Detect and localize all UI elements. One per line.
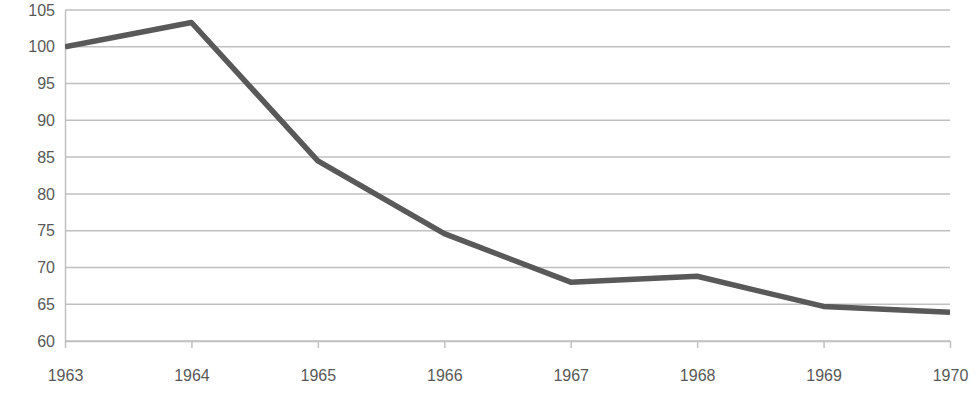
plot-area (65, 23, 950, 313)
y-tick-label: 105 (28, 2, 55, 19)
x-tick-mark (570, 341, 572, 348)
grid-line (65, 193, 950, 195)
x-tick: 1968 (680, 341, 716, 384)
x-tick-label: 1968 (680, 367, 716, 384)
y-tick-label: 85 (37, 149, 55, 166)
x-tick: 1970 (933, 341, 969, 384)
grid-line (65, 230, 950, 232)
x-tick-label: 1967 (553, 367, 589, 384)
x-axis-line (66, 341, 951, 343)
x-tick: 1964 (174, 341, 210, 384)
grid-line (65, 340, 950, 342)
y-tick: 70 (37, 259, 65, 276)
y-tick: 60 (37, 333, 65, 350)
y-tick: 80 (37, 186, 65, 203)
grid-line (65, 120, 950, 122)
y-tick: 75 (37, 222, 65, 239)
x-tick-mark (65, 341, 67, 348)
y-axis: 60 65 70 75 80 85 90 95 100 105 (28, 2, 65, 350)
data-line (65, 23, 950, 313)
y-tick: 95 (37, 75, 65, 92)
x-tick-mark (823, 341, 825, 348)
x-tick: 1967 (553, 341, 589, 384)
y-tick: 100 (28, 38, 65, 55)
x-tick-mark (444, 341, 446, 348)
grid-line (65, 267, 950, 269)
x-tick-label: 1969 (806, 367, 842, 384)
x-tick-label: 1966 (427, 367, 463, 384)
y-tick: 90 (37, 112, 65, 129)
y-tick: 65 (37, 296, 65, 313)
x-tick-mark (191, 341, 193, 348)
y-tick-label: 75 (37, 222, 55, 239)
grid-line (65, 46, 950, 48)
grid (65, 10, 950, 341)
x-tick-mark (950, 341, 952, 348)
y-tick-label: 100 (28, 38, 55, 55)
y-tick-label: 95 (37, 75, 55, 92)
grid-line (65, 9, 950, 11)
y-tick-label: 80 (37, 186, 55, 203)
x-tick: 1963 (48, 341, 84, 384)
x-tick-label: 1970 (933, 367, 969, 384)
grid-line (65, 156, 950, 158)
y-tick: 105 (28, 2, 65, 19)
x-tick: 1966 (427, 341, 463, 384)
x-tick-label: 1964 (174, 367, 210, 384)
x-tick-label: 1963 (48, 367, 84, 384)
x-tick-label: 1965 (301, 367, 337, 384)
grid-line (65, 83, 950, 85)
chart: 6065707580859095100105196319641965196619… (0, 0, 980, 393)
x-tick-mark (697, 341, 699, 348)
y-tick: 85 (37, 149, 65, 166)
y-axis-line (65, 11, 67, 342)
x-tick: 1969 (806, 341, 842, 384)
y-tick-label: 60 (37, 333, 55, 350)
x-tick: 1965 (301, 341, 337, 384)
x-tick-mark (318, 341, 320, 348)
y-tick-label: 70 (37, 259, 55, 276)
y-tick-label: 65 (37, 296, 55, 313)
x-axis: 1963 1964 1965 1966 1967 1968 1969 1970 (48, 341, 969, 384)
y-tick-label: 90 (37, 112, 55, 129)
